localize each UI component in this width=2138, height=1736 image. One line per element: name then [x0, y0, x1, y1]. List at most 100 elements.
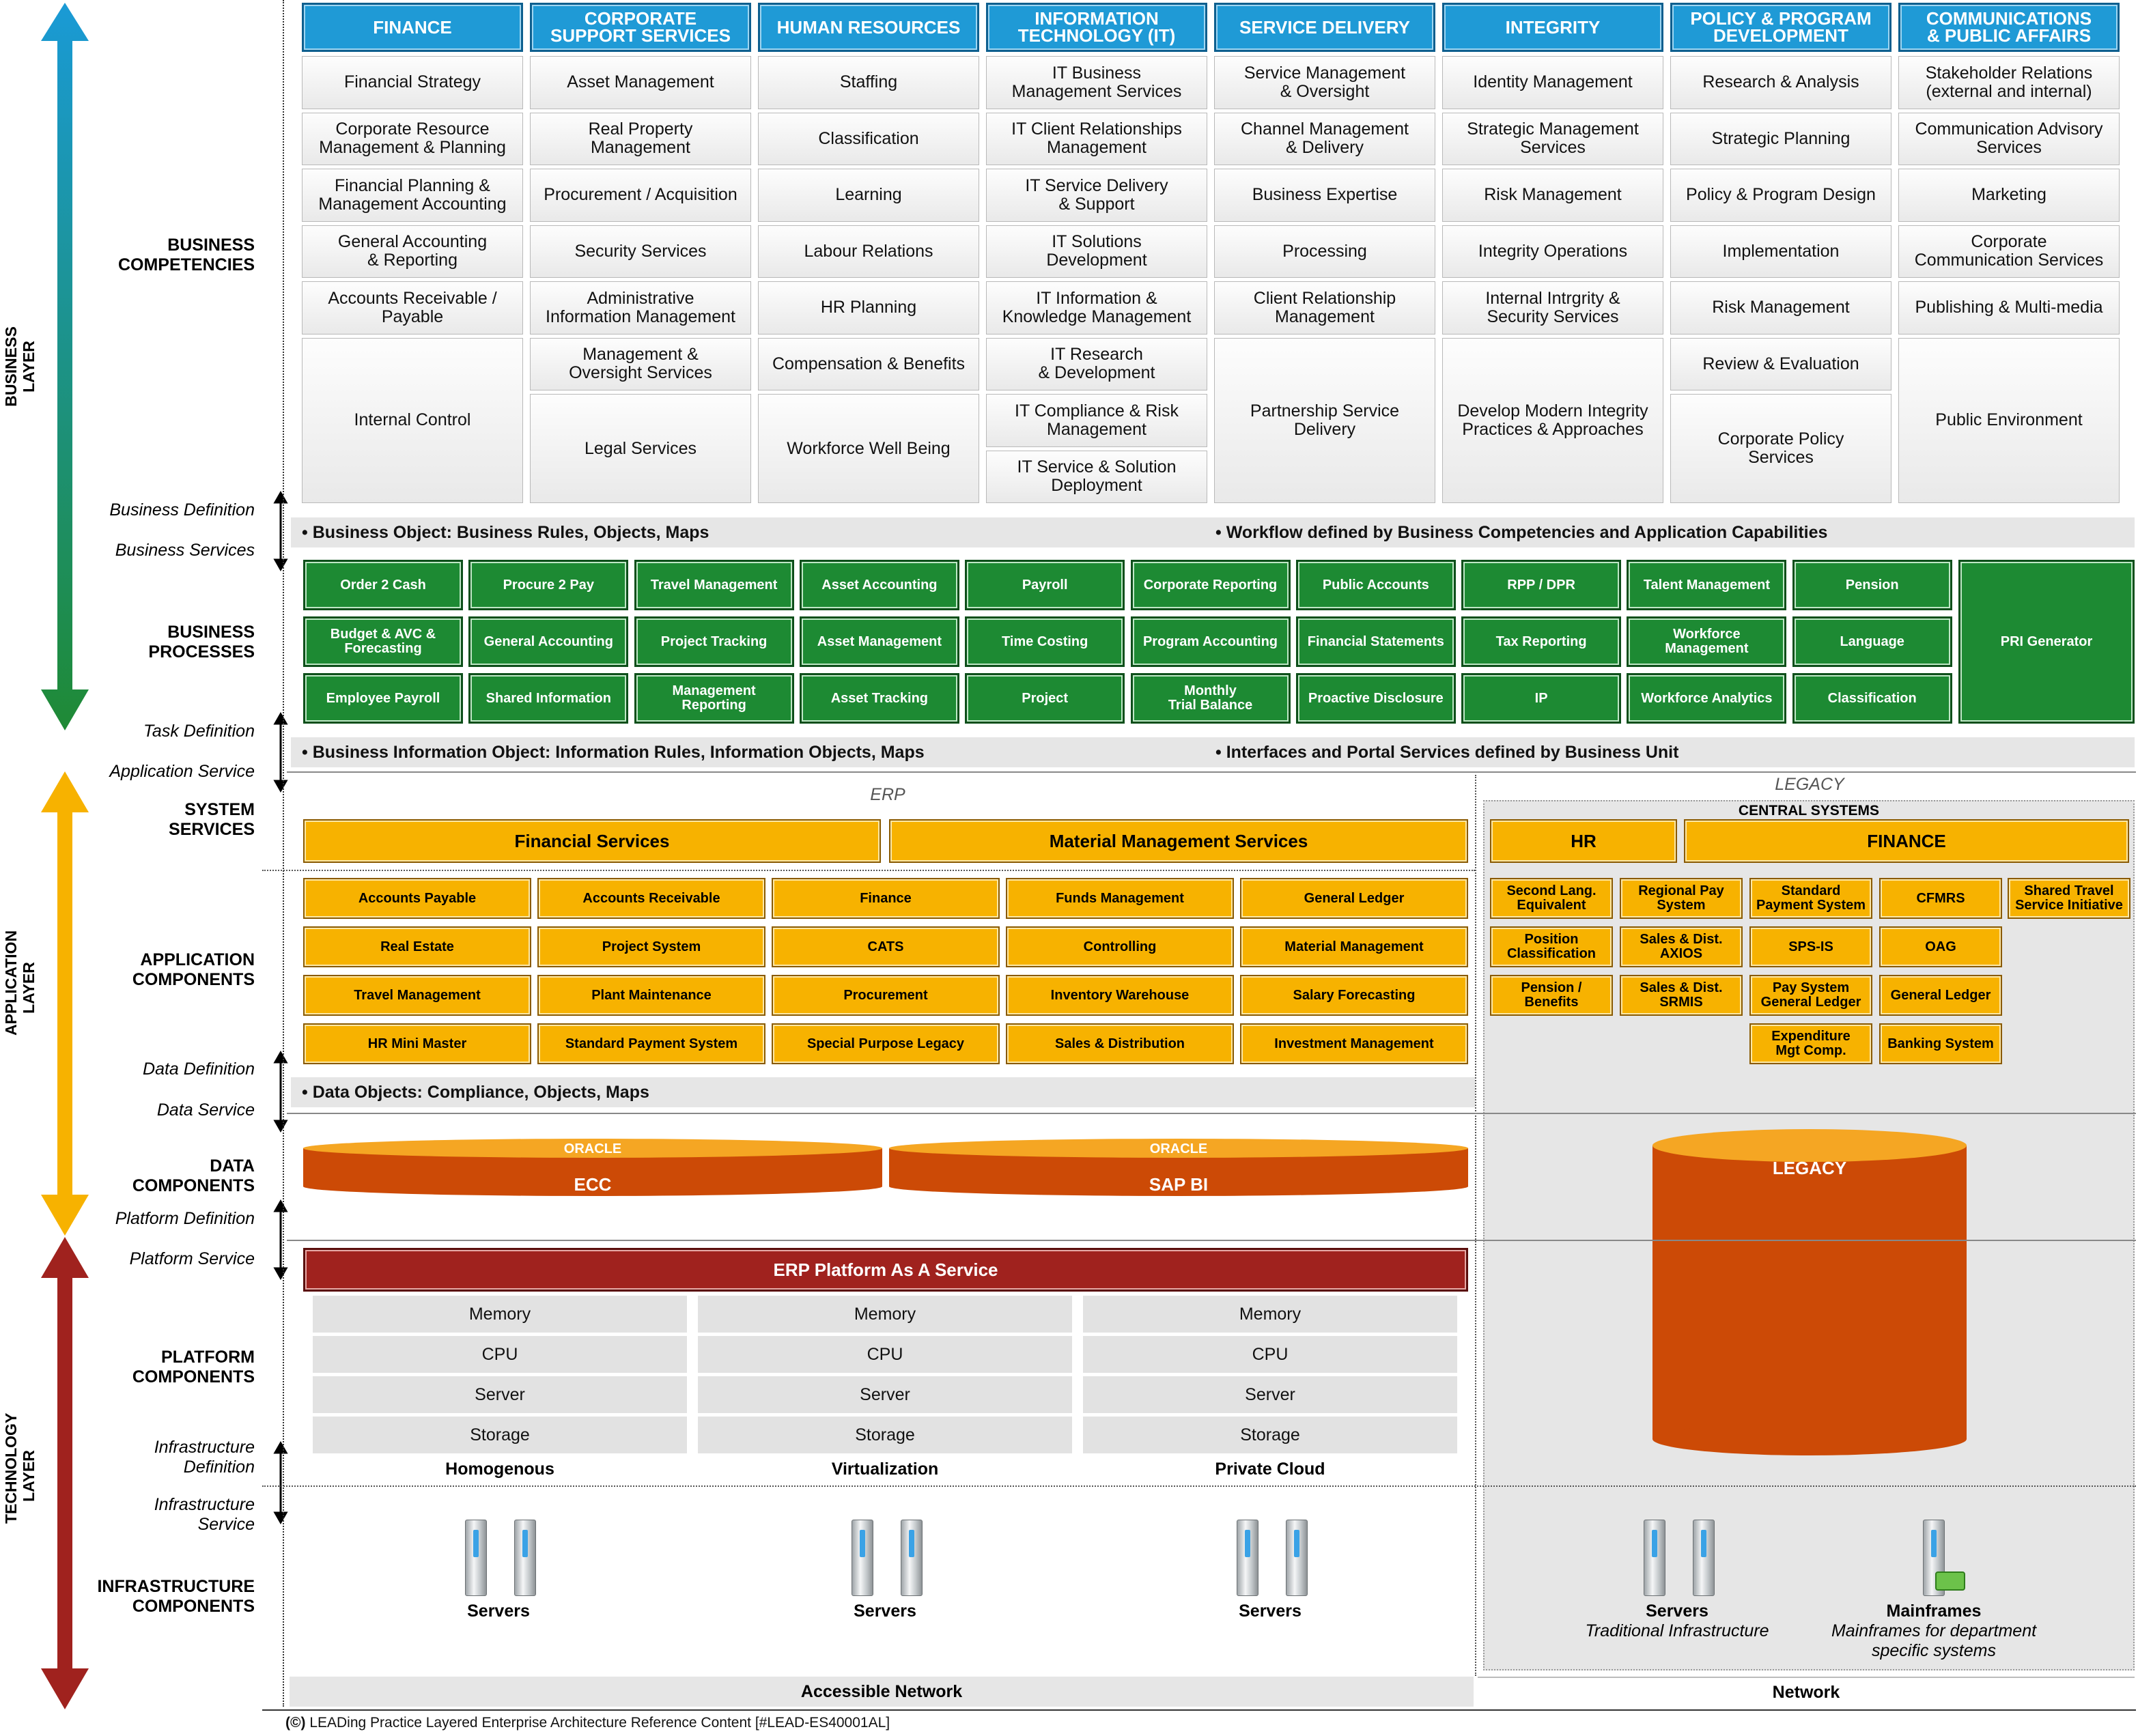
competency-service_delivery-4[interactable]: Client Relationship Management	[1214, 281, 1435, 335]
sap-bi-db-name[interactable]: SAP BI	[1149, 1174, 1209, 1195]
app-erp-3-2[interactable]: Special Purpose Legacy	[772, 1023, 1000, 1064]
app-erp-1-3[interactable]: Controlling	[1006, 926, 1234, 967]
process-row2-4[interactable]: Time Costing	[965, 616, 1125, 667]
process-row1-8[interactable]: Talent Management	[1627, 560, 1787, 610]
header-5[interactable]: INTEGRITY	[1442, 3, 1663, 52]
app-erp-2-2[interactable]: Procurement	[772, 975, 1000, 1016]
app-erp-2-4[interactable]: Salary Forecasting	[1240, 975, 1468, 1016]
competency-service_delivery-1[interactable]: Channel Management & Delivery	[1214, 112, 1435, 165]
header-6[interactable]: POLICY & PROGRAM DEVELOPMENT	[1670, 3, 1891, 52]
service-hr[interactable]: HR	[1490, 819, 1677, 863]
app-legacy-0-0[interactable]: Second Lang. Equivalent	[1490, 878, 1613, 919]
competency-policy-3[interactable]: Implementation	[1670, 225, 1891, 278]
competency-policy-2[interactable]: Policy & Program Design	[1670, 169, 1891, 222]
app-erp-3-3[interactable]: Sales & Distribution	[1006, 1023, 1234, 1064]
app-erp-0-2[interactable]: Finance	[772, 878, 1000, 919]
app-legacy-1-3[interactable]: OAG	[1879, 926, 2002, 967]
competency-corporate_support-1[interactable]: Real Property Management	[530, 112, 751, 165]
app-legacy-0-3[interactable]: CFMRS	[1879, 878, 2002, 919]
process-row3-9[interactable]: Classification	[1792, 673, 1952, 724]
process-row2-2[interactable]: Project Tracking	[634, 616, 794, 667]
process-row1-7[interactable]: RPP / DPR	[1461, 560, 1622, 610]
process-row1-2[interactable]: Travel Management	[634, 560, 794, 610]
process-row3-2[interactable]: Management Reporting	[634, 673, 794, 724]
competency-integrity-1[interactable]: Strategic Management Services	[1442, 112, 1663, 165]
competency-integrity-3[interactable]: Integrity Operations	[1442, 225, 1663, 278]
competency-human_resources-5[interactable]: Compensation & Benefits	[758, 337, 979, 390]
app-erp-0-1[interactable]: Accounts Receivable	[537, 878, 765, 919]
competency-communications-3[interactable]: Corporate Communication Services	[1898, 225, 2120, 278]
app-legacy-1-2[interactable]: SPS-IS	[1749, 926, 1872, 967]
competency-communications-4[interactable]: Publishing & Multi-media	[1898, 281, 2120, 335]
process-row2-1[interactable]: General Accounting	[468, 616, 629, 667]
competency-corporate_support-3[interactable]: Security Services	[530, 225, 751, 278]
competency-finance-5[interactable]: Internal Control	[302, 337, 523, 503]
competency-policy-6[interactable]: Corporate Policy Services	[1670, 394, 1891, 503]
service-material-management[interactable]: Material Management Services	[889, 819, 1468, 863]
app-legacy-1-1[interactable]: Sales & Dist. AXIOS	[1620, 926, 1743, 967]
competency-integrity-2[interactable]: Risk Management	[1442, 169, 1663, 222]
app-erp-3-0[interactable]: HR Mini Master	[303, 1023, 531, 1064]
header-2[interactable]: HUMAN RESOURCES	[758, 3, 979, 52]
competency-it-3[interactable]: IT Solutions Development	[986, 225, 1207, 278]
competency-finance-4[interactable]: Accounts Receivable / Payable	[302, 281, 523, 335]
process-row2-6[interactable]: Financial Statements	[1295, 616, 1456, 667]
competency-corporate_support-2[interactable]: Procurement / Acquisition	[530, 169, 751, 222]
process-row1-6[interactable]: Public Accounts	[1295, 560, 1456, 610]
app-legacy-2-3[interactable]: General Ledger	[1879, 975, 2002, 1016]
competency-communications-5[interactable]: Public Environment	[1898, 337, 2120, 503]
competency-communications-2[interactable]: Marketing	[1898, 169, 2120, 222]
process-row3-3[interactable]: Asset Tracking	[799, 673, 959, 724]
competency-corporate_support-5[interactable]: Management & Oversight Services	[530, 337, 751, 390]
app-erp-3-4[interactable]: Investment Management	[1240, 1023, 1468, 1064]
process-row3-0[interactable]: Employee Payroll	[303, 673, 463, 724]
competency-it-0[interactable]: IT Business Management Services	[986, 56, 1207, 109]
competency-finance-1[interactable]: Corporate Resource Management & Planning	[302, 112, 523, 165]
competency-finance-3[interactable]: General Accounting & Reporting	[302, 225, 523, 278]
app-legacy-3-0[interactable]: Expenditure Mgt Comp.	[1749, 1023, 1872, 1064]
process-row2-5[interactable]: Program Accounting	[1130, 616, 1291, 667]
process-row2-8[interactable]: Workforce Management	[1627, 616, 1787, 667]
app-legacy-0-1[interactable]: Regional Pay System	[1620, 878, 1743, 919]
competency-human_resources-0[interactable]: Staffing	[758, 56, 979, 109]
competency-corporate_support-4[interactable]: Administrative Information Management	[530, 281, 751, 335]
competency-communications-1[interactable]: Communication Advisory Services	[1898, 112, 2120, 165]
competency-communications-0[interactable]: Stakeholder Relations (external and inte…	[1898, 56, 2120, 109]
competency-finance-2[interactable]: Financial Planning & Management Accounti…	[302, 169, 523, 222]
app-erp-1-0[interactable]: Real Estate	[303, 926, 531, 967]
competency-human_resources-3[interactable]: Labour Relations	[758, 225, 979, 278]
process-row2-7[interactable]: Tax Reporting	[1461, 616, 1622, 667]
competency-human_resources-6[interactable]: Workforce Well Being	[758, 394, 979, 503]
process-row2-9[interactable]: Language	[1792, 616, 1952, 667]
app-legacy-2-1[interactable]: Sales & Dist. SRMIS	[1620, 975, 1743, 1016]
competency-it-5[interactable]: IT Research & Development	[986, 337, 1207, 390]
process-row2-3[interactable]: Asset Management	[799, 616, 959, 667]
process-pri-generator[interactable]: PRI Generator	[1958, 560, 2135, 724]
app-erp-1-4[interactable]: Material Management	[1240, 926, 1468, 967]
competency-service_delivery-3[interactable]: Processing	[1214, 225, 1435, 278]
app-erp-1-1[interactable]: Project System	[537, 926, 765, 967]
process-row3-7[interactable]: IP	[1461, 673, 1622, 724]
process-row1-1[interactable]: Procure 2 Pay	[468, 560, 629, 610]
competency-integrity-5[interactable]: Develop Modern Integrity Practices & App…	[1442, 337, 1663, 503]
service-financial[interactable]: Financial Services	[303, 819, 881, 863]
competency-policy-4[interactable]: Risk Management	[1670, 281, 1891, 335]
app-legacy-0-2[interactable]: Standard Payment System	[1749, 878, 1872, 919]
app-legacy-2-0[interactable]: Pension / Benefits	[1490, 975, 1613, 1016]
process-row3-8[interactable]: Workforce Analytics	[1627, 673, 1787, 724]
app-erp-0-4[interactable]: General Ledger	[1240, 878, 1468, 919]
competency-policy-0[interactable]: Research & Analysis	[1670, 56, 1891, 109]
competency-human_resources-2[interactable]: Learning	[758, 169, 979, 222]
header-0[interactable]: FINANCE	[302, 3, 523, 52]
process-row2-0[interactable]: Budget & AVC & Forecasting	[303, 616, 463, 667]
process-row3-4[interactable]: Project	[965, 673, 1125, 724]
header-1[interactable]: CORPORATE SUPPORT SERVICES	[530, 3, 751, 52]
process-row1-5[interactable]: Corporate Reporting	[1130, 560, 1291, 610]
process-row1-9[interactable]: Pension	[1792, 560, 1952, 610]
competency-it-7[interactable]: IT Service & Solution Deployment	[986, 450, 1207, 503]
competency-finance-0[interactable]: Financial Strategy	[302, 56, 523, 109]
competency-service_delivery-5[interactable]: Partnership Service Delivery	[1214, 337, 1435, 503]
process-row1-4[interactable]: Payroll	[965, 560, 1125, 610]
competency-integrity-4[interactable]: Internal Intrgrity & Security Services	[1442, 281, 1663, 335]
app-erp-0-3[interactable]: Funds Management	[1006, 878, 1234, 919]
